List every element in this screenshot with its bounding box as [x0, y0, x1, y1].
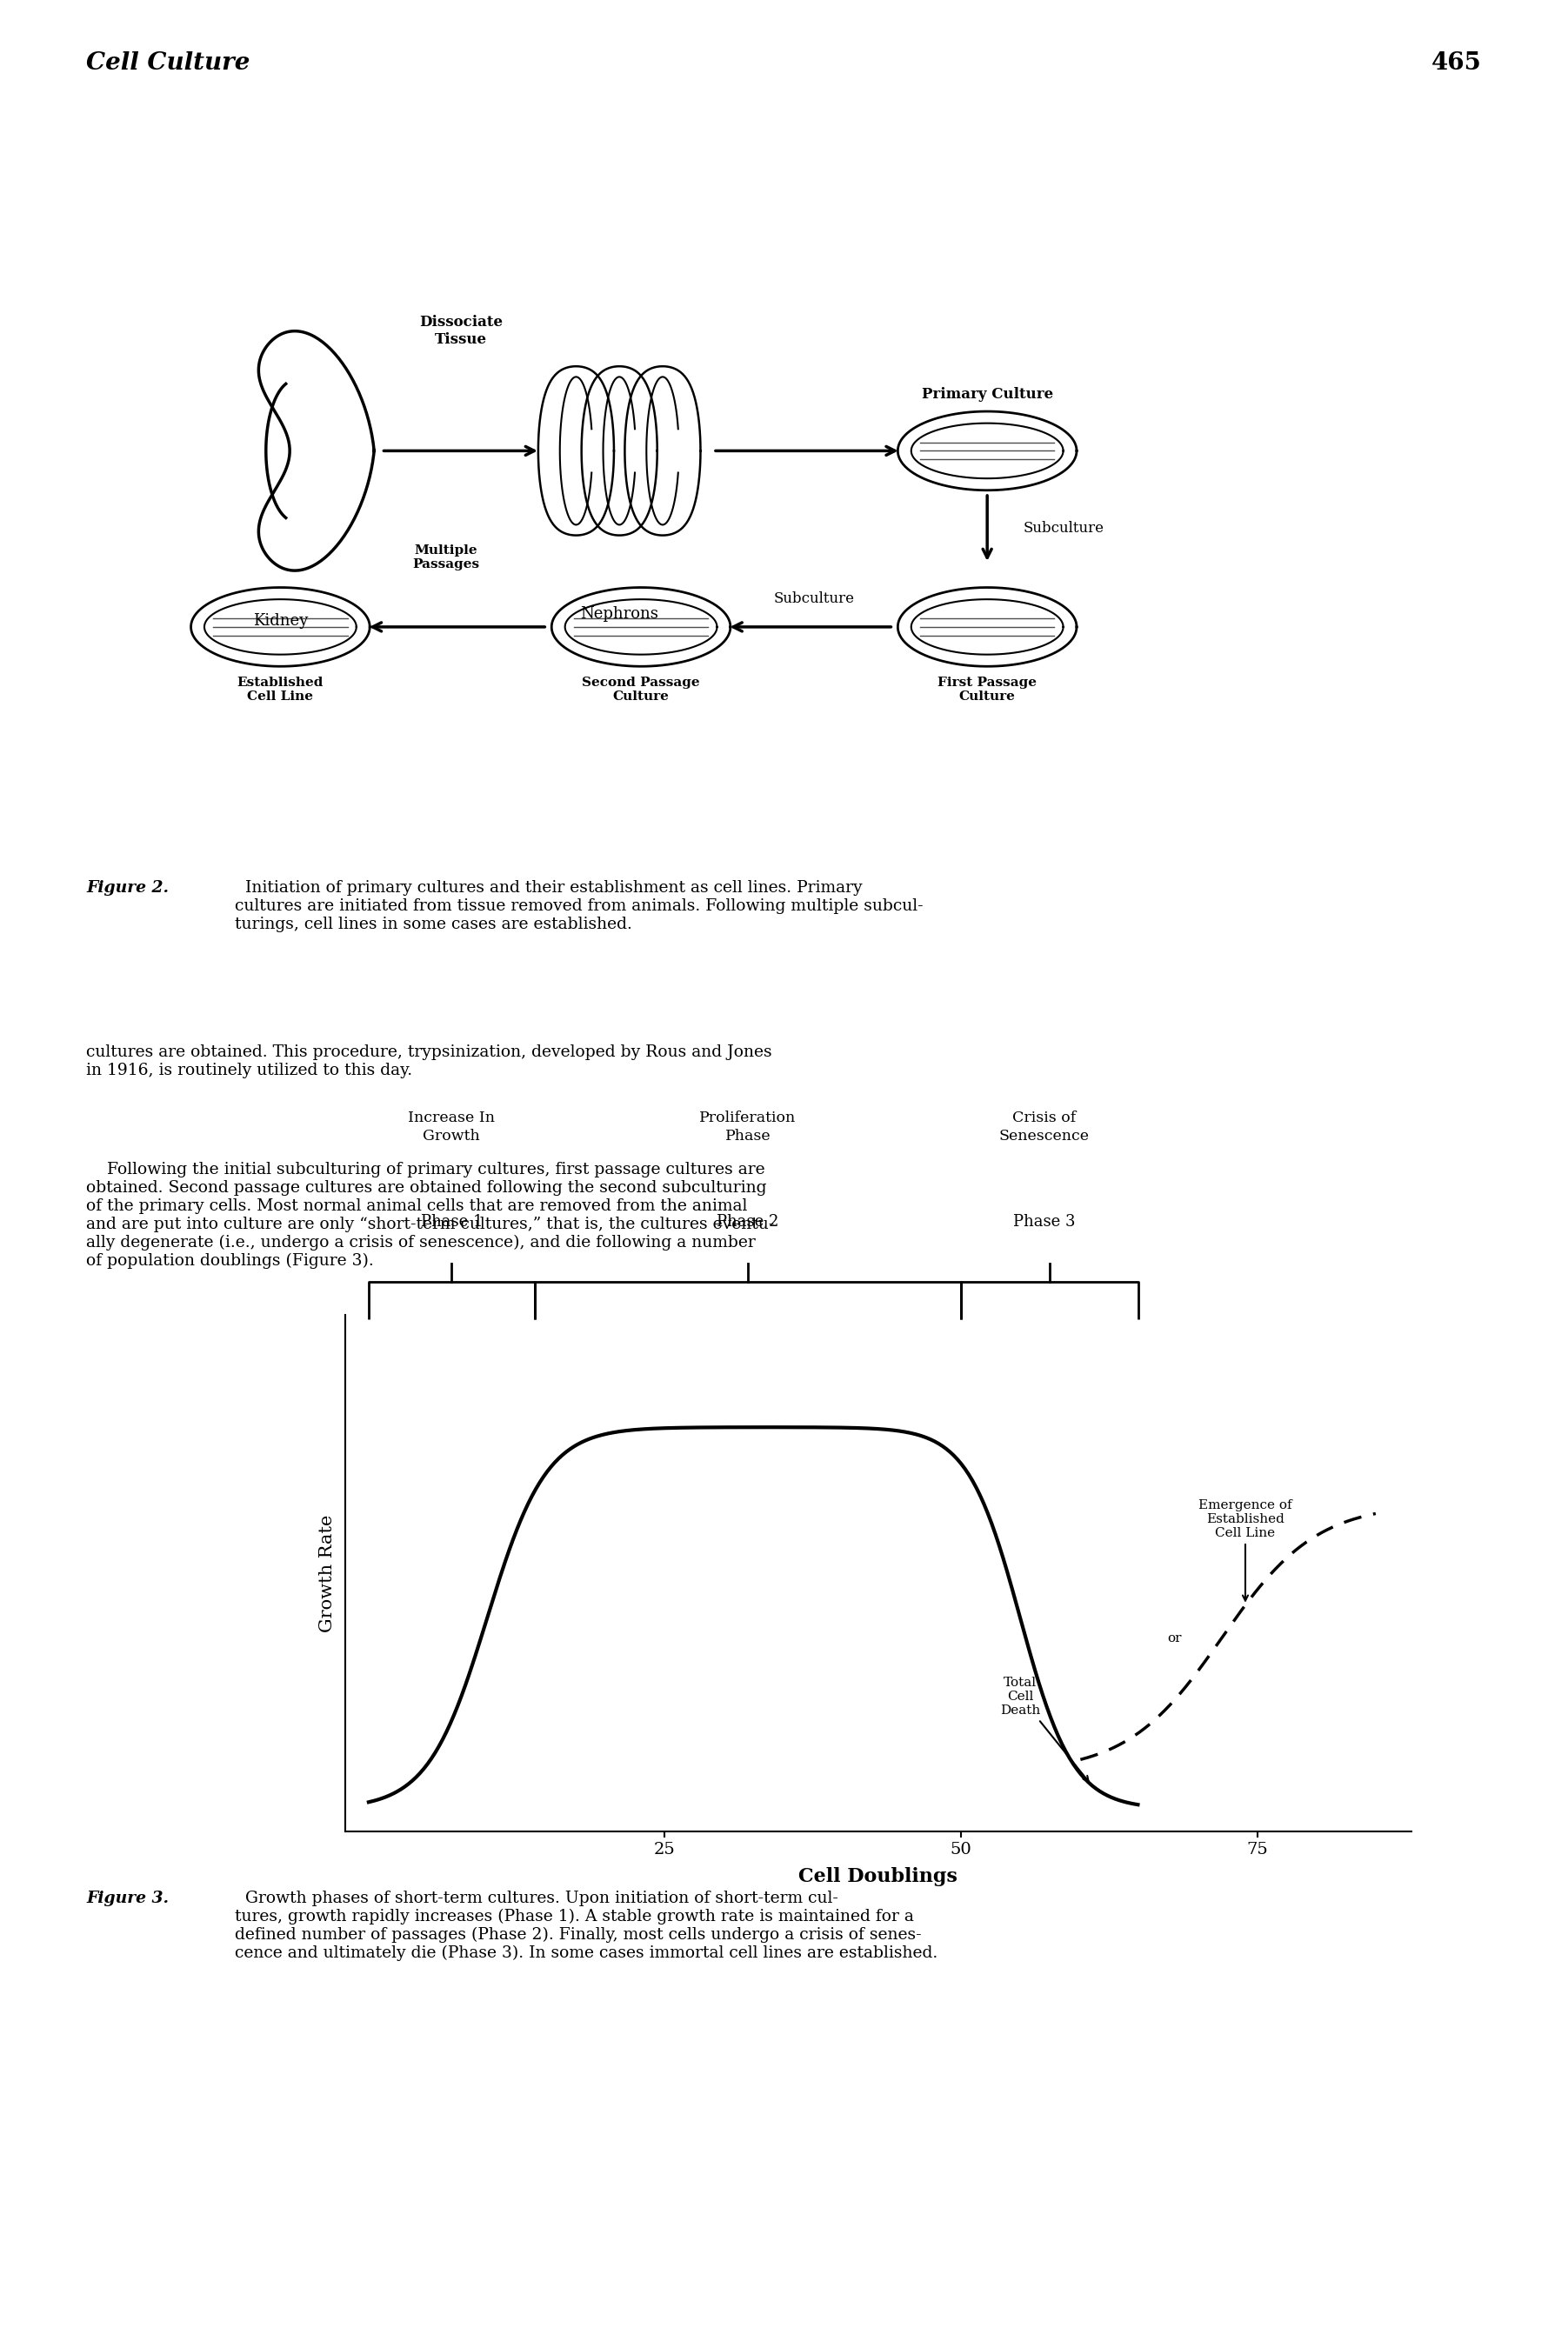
Text: Cell Culture: Cell Culture	[86, 52, 249, 75]
Text: or: or	[1167, 1632, 1181, 1644]
Text: Figure 3.: Figure 3.	[86, 1890, 169, 1907]
Text: Established
Cell Line: Established Cell Line	[237, 676, 323, 702]
Text: Dissociate
Tissue: Dissociate Tissue	[419, 315, 502, 348]
Text: Kidney: Kidney	[252, 613, 307, 629]
Text: Phase 1: Phase 1	[420, 1214, 483, 1230]
Text: Phase 3: Phase 3	[1013, 1214, 1076, 1230]
Text: Second Passage
Culture: Second Passage Culture	[582, 676, 699, 702]
Text: Proliferation
Phase: Proliferation Phase	[699, 1111, 797, 1143]
Text: Emergence of
Established
Cell Line: Emergence of Established Cell Line	[1198, 1498, 1292, 1601]
X-axis label: Cell Doublings: Cell Doublings	[798, 1867, 958, 1885]
Text: Nephrons: Nephrons	[580, 606, 659, 622]
Text: Multiple
Passages: Multiple Passages	[412, 545, 480, 571]
Text: Phase 2: Phase 2	[717, 1214, 779, 1230]
Text: Subculture: Subculture	[1024, 521, 1104, 535]
Y-axis label: Growth Rate: Growth Rate	[318, 1514, 336, 1632]
Text: First Passage
Culture: First Passage Culture	[938, 676, 1036, 702]
Text: Crisis of
Senescence: Crisis of Senescence	[999, 1111, 1090, 1143]
Text: Total
Cell
Death: Total Cell Death	[1000, 1676, 1088, 1782]
Text: Initiation of primary cultures and their establishment as cell lines. Primary
cu: Initiation of primary cultures and their…	[235, 880, 924, 932]
Text: Increase In
Growth: Increase In Growth	[408, 1111, 495, 1143]
Text: Subculture: Subculture	[773, 592, 855, 606]
Text: Primary Culture: Primary Culture	[922, 387, 1054, 402]
Text: cultures are obtained. This procedure, trypsinization, developed by Rous and Jon: cultures are obtained. This procedure, t…	[86, 1045, 771, 1078]
Text: Growth phases of short-term cultures. Upon initiation of short-term cul-
tures, : Growth phases of short-term cultures. Up…	[235, 1890, 938, 1961]
Text: 465: 465	[1432, 52, 1482, 75]
Text: Figure 2.: Figure 2.	[86, 880, 169, 897]
Text: Following the initial subculturing of primary cultures, first passage cultures a: Following the initial subculturing of pr…	[86, 1162, 775, 1268]
